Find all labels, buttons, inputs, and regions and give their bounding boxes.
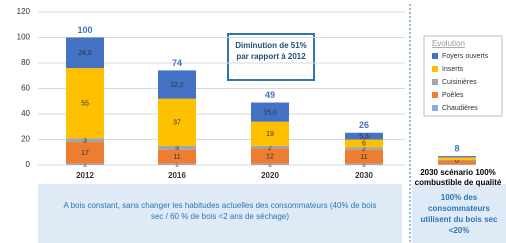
value-label: 3 [83,137,87,144]
bar-segment [345,149,383,164]
bar-segment [66,142,104,164]
bar-segment [158,149,196,164]
total-label: 100 [77,25,92,35]
x-tick-label: 2030 [355,171,373,180]
value-label: 15,0 [263,109,277,116]
value-label: 12 [266,153,274,160]
y-tick-label: 100 [17,33,31,42]
legend-swatch [432,53,438,59]
bar-segment [345,163,383,165]
legend-swatch [432,79,438,85]
footer-left: A bois constant, sans changer les habitu… [63,201,377,221]
bar-segment [438,159,476,161]
value-label: 17 [81,150,89,157]
total-label: 26 [359,120,369,130]
value-label: 3 [175,145,179,152]
value-label: 19 [266,131,274,138]
bar-segment [251,121,289,146]
footer-right: 100% des consommateurs utilisent du bois… [420,193,498,235]
legend-label: Foyers ouverts [442,53,489,60]
value-label: 6 [362,141,366,148]
x-tick-label: 2020 [261,171,279,180]
total-label: 74 [172,58,182,68]
value-label: 2 [362,146,366,153]
annotation-box [227,33,315,81]
footer-band [38,184,402,243]
x-tick-label: 2012 [76,171,94,180]
bar-segment [438,156,476,158]
bar-segment [66,138,104,143]
bar-segment [158,98,196,146]
value-label: 5,3 [359,133,369,140]
legend-box [423,35,503,117]
legend-title: Evolution [432,39,465,48]
x-tick-label: 2030 scénario 100% combustible de qualit… [414,168,502,187]
value-label: 24,0 [78,50,92,57]
value-label: 1 [268,162,272,169]
bar-segment [251,102,289,122]
legend-label: Cuisinières [442,79,477,86]
footer-band-right [412,184,506,243]
value-label: 0 [455,158,459,165]
value-label: 55 [81,101,89,108]
legend-swatch [432,92,438,98]
bar-segment [438,160,476,165]
annotation: Diminution de 51% par rapport à 2012 [235,41,307,61]
y-tick-label: 80 [21,58,30,67]
y-tick-label: 40 [21,109,30,118]
legend-label: Inserts [442,66,464,73]
bar-segment [251,148,289,164]
y-tick-label: 0 [26,160,31,169]
bar-segment [345,132,383,140]
value-label: 1 [175,162,179,169]
bar-segment [251,163,289,165]
bar-segment [66,163,104,165]
value-label: 11 [173,154,180,161]
legend-swatch [432,66,438,72]
bar-segment [438,164,476,165]
value-label: 37 [173,120,181,127]
bar-segment [66,68,104,139]
bar-segment [66,37,104,69]
legend-label: Chaudières [442,105,478,112]
bar-segment [158,70,196,99]
bar-segment [251,145,289,149]
y-tick-label: 120 [17,7,31,16]
bar-segment [438,157,476,160]
x-tick-label: 2016 [168,171,186,180]
value-label: 2 [268,144,272,151]
bar-segment [158,145,196,150]
value-label: 22,2 [170,82,184,89]
bar-segment [158,163,196,165]
total-label: 49 [265,90,275,100]
value-label: 1 [83,162,87,169]
bar-segment [345,147,383,150]
legend-swatch [432,105,438,111]
total-label: 8 [454,143,459,153]
value-label: 1 [362,162,366,169]
legend-label: Poêles [442,92,464,99]
value-label: 11 [360,154,367,161]
y-tick-label: 20 [21,135,30,144]
y-tick-label: 60 [21,84,30,93]
bar-segment [345,139,383,148]
